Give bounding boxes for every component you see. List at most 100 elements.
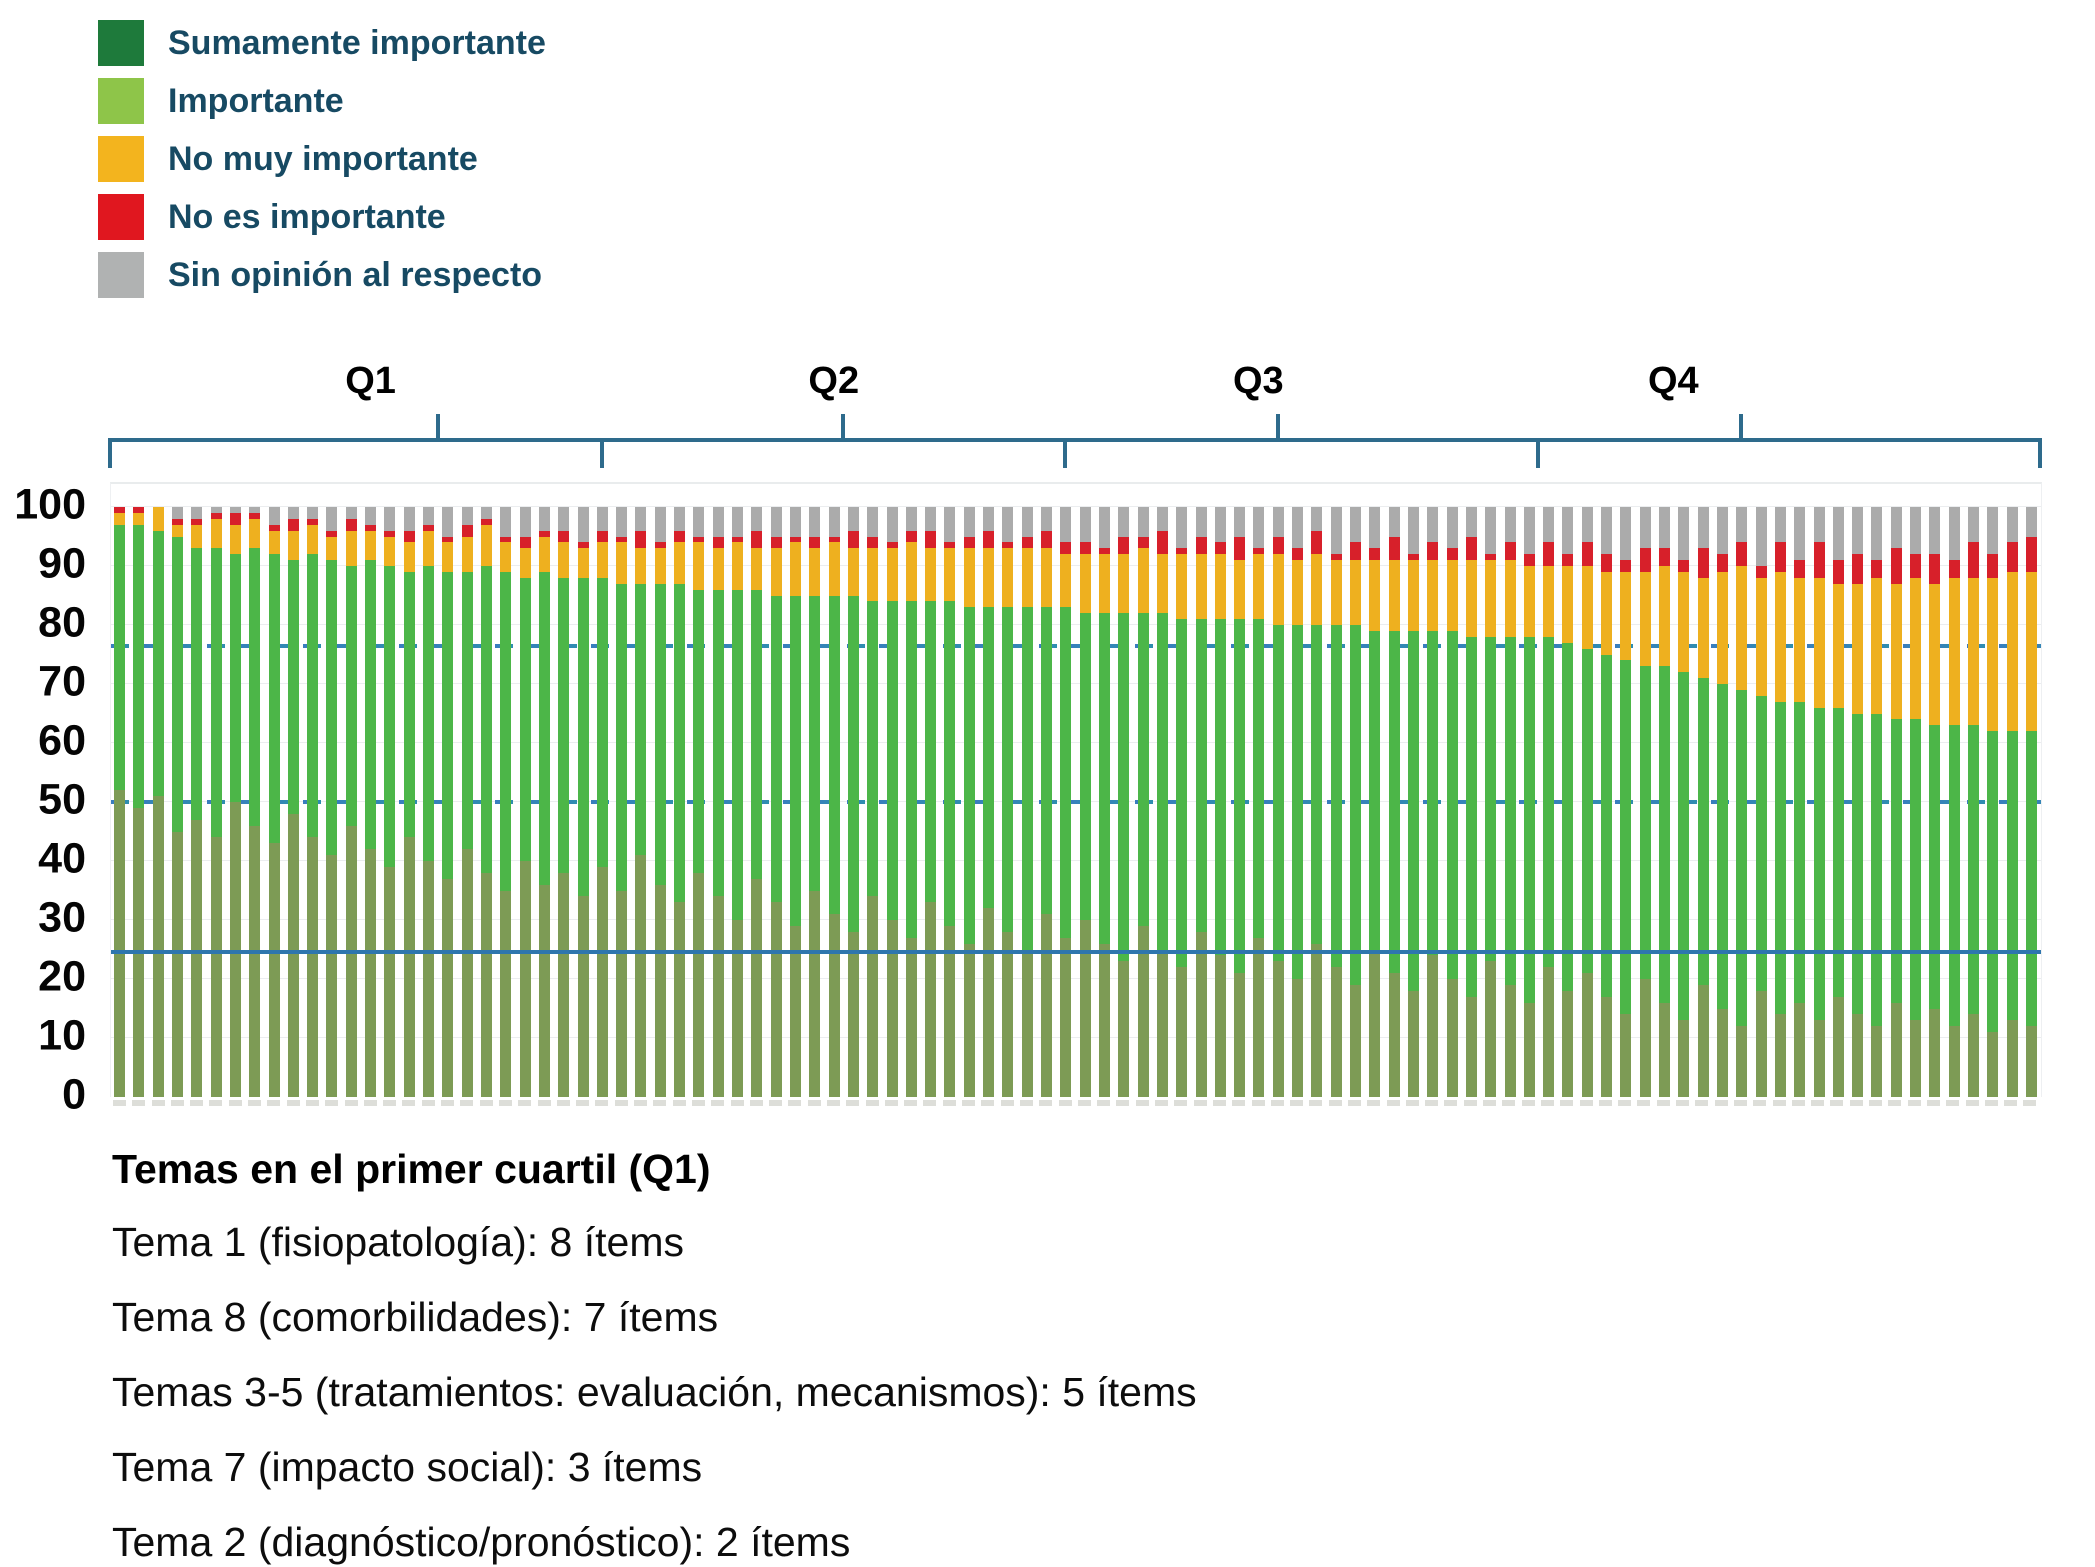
bar-segment [1736, 689, 1748, 1027]
bar-segment [365, 849, 377, 1097]
bar-segment [1388, 560, 1400, 631]
bar-segment [1948, 507, 1960, 561]
bar-segment [114, 512, 125, 525]
bar-segment [1098, 507, 1110, 549]
bar-segment [770, 548, 782, 596]
bar-segment [867, 548, 879, 602]
bar-segment [191, 548, 203, 820]
x-item-label-mark [1386, 1100, 1400, 1106]
bar-item-45 [963, 507, 975, 1097]
bar-segment [345, 507, 357, 519]
notes-line-1: Tema 1 (fisiopatología): 8 ítems [112, 1219, 684, 1265]
x-item-label-mark [1135, 1100, 1149, 1106]
legend-item-no-muy-importante: No muy importante [98, 136, 546, 182]
bar-segment [423, 566, 434, 861]
bar-segment [210, 518, 222, 549]
bar-segment [1639, 979, 1651, 1097]
bracket-boundary-tick [1063, 438, 1068, 468]
bar-segment [442, 571, 454, 879]
bar-segment [1427, 955, 1439, 1097]
bar-segment [1195, 536, 1207, 555]
x-item-label-mark [730, 1100, 744, 1106]
bar-segment [538, 884, 550, 1097]
x-item-label-mark [1811, 1100, 1825, 1106]
bar-segment [384, 507, 396, 531]
x-item-label-mark [1965, 1100, 1979, 1106]
bar-segment [1794, 560, 1806, 578]
bar-segment [210, 507, 222, 513]
bar-segment [1620, 507, 1632, 561]
bar-segment [326, 560, 338, 856]
bar-segment [307, 554, 319, 838]
y-tick-label-40: 40 [38, 834, 86, 883]
bar-segment [789, 595, 801, 926]
bar-segment [1910, 577, 1922, 720]
reference-line-solid-24.5 [111, 950, 2041, 955]
bar-item-30 [674, 507, 686, 1097]
bracket-quartile-tick [841, 414, 846, 440]
bar-segment [442, 536, 454, 543]
bar-segment [1156, 530, 1168, 555]
bar-segment [1292, 548, 1304, 561]
x-item-label-mark [151, 1100, 165, 1106]
bar-segment [326, 855, 338, 1097]
bar-segment [345, 518, 357, 531]
bar-segment [1504, 507, 1516, 543]
x-item-label-mark [1772, 1100, 1786, 1106]
bar-segment [365, 524, 377, 531]
bar-item-9 [268, 507, 280, 1097]
bar-segment [1292, 560, 1304, 625]
bar-segment [1465, 560, 1477, 637]
bar-item-85 [1736, 507, 1748, 1097]
bar-segment [596, 866, 608, 1097]
bar-segment [1060, 607, 1072, 938]
bar-segment [654, 542, 666, 549]
bar-segment [1871, 507, 1883, 561]
bar-item-67 [1388, 507, 1400, 1097]
bar-segment [1716, 1008, 1728, 1097]
bar-item-50 [1060, 507, 1072, 1097]
bar-item-76 [1562, 507, 1574, 1097]
bar-segment [229, 512, 241, 525]
bar-item-6 [210, 507, 222, 1097]
bar-item-14 [365, 507, 377, 1097]
bar-segment [732, 536, 743, 543]
bar-segment [1678, 560, 1690, 572]
bar-segment [867, 536, 879, 549]
bar-segment [1098, 554, 1110, 614]
bar-segment [1562, 642, 1574, 991]
bar-segment [558, 542, 570, 578]
bar-segment [1620, 1014, 1632, 1097]
bar-segment [596, 577, 608, 867]
bar-segment [1292, 979, 1304, 1097]
bar-segment [171, 507, 183, 519]
bar-segment [1794, 577, 1806, 702]
bar-segment [1311, 507, 1323, 531]
bar-segment [1079, 554, 1091, 614]
bar-segment [1716, 571, 1728, 684]
y-tick-label-60: 60 [38, 716, 86, 765]
bar-segment [905, 601, 917, 938]
bar-segment [1485, 636, 1497, 962]
bar-segment [1156, 949, 1168, 1097]
x-item-label-mark [248, 1100, 262, 1106]
x-item-label-mark [1579, 1100, 1593, 1106]
bar-segment [1697, 577, 1709, 679]
x-item-label-mark [1637, 1100, 1651, 1106]
bar-segment [1021, 607, 1033, 950]
bar-segment [1543, 507, 1555, 543]
bar-segment [1716, 554, 1728, 572]
bar-segment [1968, 1014, 1979, 1097]
bar-segment [886, 920, 898, 1097]
bar-segment [1041, 548, 1052, 608]
bar-item-33 [732, 507, 743, 1097]
bar-segment [1137, 613, 1149, 926]
bar-segment [654, 583, 666, 885]
bar-segment [1002, 931, 1014, 1097]
bar-segment [171, 524, 183, 537]
bar-segment [1890, 583, 1902, 720]
bar-item-80 [1639, 507, 1651, 1097]
bar-segment [1562, 566, 1574, 643]
bar-segment [1079, 613, 1091, 920]
bar-segment [1272, 507, 1284, 537]
